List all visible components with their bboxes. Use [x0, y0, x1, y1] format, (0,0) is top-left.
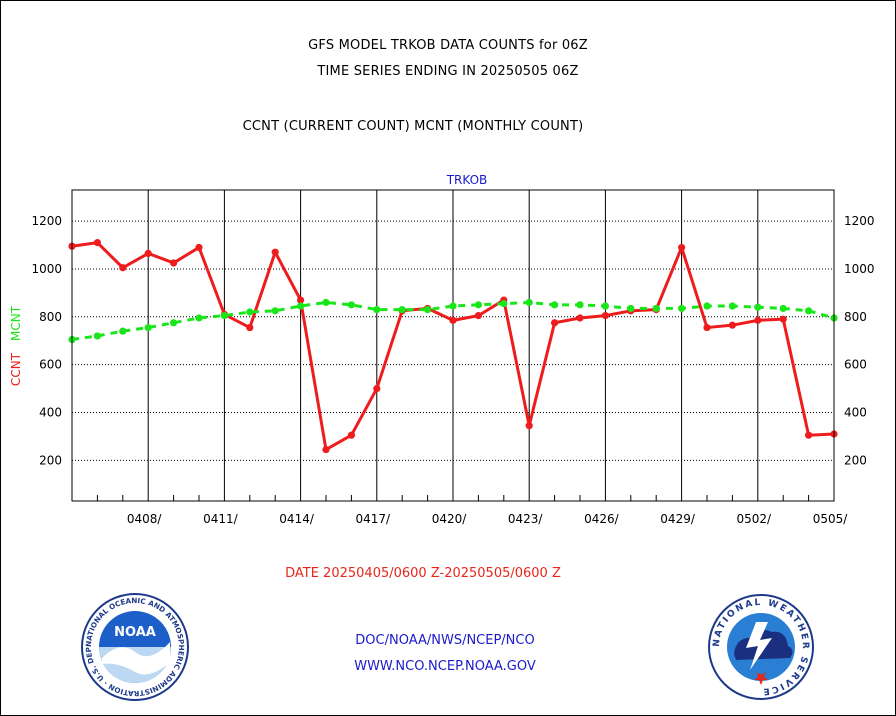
point-ccnt [601, 311, 610, 320]
point-mcnt [551, 301, 559, 309]
x-tick-label: 0423/ [508, 512, 544, 526]
point-ccnt [728, 321, 737, 329]
x-tick-label: 0408/ [127, 512, 163, 526]
plot-title: TRKOB [446, 173, 488, 187]
point-mcnt [525, 298, 533, 307]
y-tick-label-right: 1000 [844, 262, 875, 276]
y-axis-label-ccnt: CCNT [9, 352, 23, 386]
point-mcnt [754, 303, 762, 311]
y-tick-label-left: 800 [39, 310, 62, 324]
y-tick-label-right: 1200 [844, 214, 875, 228]
point-mcnt [93, 332, 101, 340]
axis-ticks [71, 495, 810, 501]
x-tick-label: 0414/ [279, 512, 315, 526]
point-mcnt [627, 304, 635, 313]
point-mcnt [424, 306, 432, 314]
point-ccnt [525, 422, 533, 430]
point-mcnt [576, 301, 584, 309]
point-ccnt [170, 259, 178, 267]
point-ccnt [703, 323, 711, 332]
x-tick-label: 0429/ [660, 512, 696, 526]
point-mcnt [728, 302, 737, 310]
x-tick-label: 0502/ [737, 512, 773, 526]
point-mcnt [678, 304, 686, 313]
point-mcnt [271, 307, 279, 315]
point-mcnt [703, 302, 711, 310]
chart-title-line-3: CCNT (CURRENT COUNT) MCNT (MONTHLY COUNT… [242, 119, 584, 134]
point-mcnt [297, 302, 305, 310]
point-ccnt [246, 323, 254, 332]
point-mcnt [246, 308, 254, 316]
axis-labels: 200 200 400 400 600 600 800 800 1000 1000 1200 1200… [9, 173, 875, 526]
point-mcnt [119, 327, 127, 335]
point-mcnt [347, 301, 355, 309]
point-ccnt [779, 315, 787, 323]
y-tick-label-right: 400 [844, 405, 867, 419]
x-tick-label: 0505/ [813, 512, 849, 526]
y-tick-label-left: 600 [39, 358, 62, 372]
grid-lines [72, 190, 835, 501]
y-tick-label-left: 1000 [31, 262, 62, 276]
chart-title-line-2: TIME SERIES ENDING IN 20250505 06Z [317, 64, 579, 79]
x-tick-label: 0417/ [356, 512, 392, 526]
point-mcnt [500, 300, 508, 308]
y-tick-label-right: 200 [844, 453, 867, 467]
point-mcnt [474, 301, 482, 309]
org-path-text: DOC/NOAA/NWS/NCEP/NCO [355, 633, 535, 648]
point-ccnt [119, 264, 127, 272]
point-ccnt [144, 249, 152, 257]
point-ccnt [449, 316, 457, 324]
point-ccnt [805, 431, 813, 439]
noaa-logo-text: NOAA [114, 625, 156, 640]
plot-border [71, 189, 835, 502]
y-tick-label-right: 800 [844, 310, 867, 324]
point-ccnt [576, 314, 584, 322]
point-ccnt [195, 243, 203, 252]
point-ccnt [754, 316, 762, 324]
point-mcnt [220, 311, 228, 320]
nws-logo: NATIONAL WEATHER SERVICE [708, 594, 814, 700]
point-mcnt [322, 298, 330, 307]
y-tick-label-left: 1200 [31, 214, 62, 228]
point-ccnt [474, 311, 482, 320]
point-ccnt [271, 248, 279, 256]
point-ccnt [373, 384, 381, 393]
point-mcnt [170, 319, 178, 327]
point-ccnt [322, 445, 330, 454]
y-tick-label-left: 200 [39, 453, 62, 467]
point-mcnt [601, 302, 610, 310]
noaa-logo: NATIONAL OCEANIC AND ATMOSPHERIC ADMINIS… [80, 592, 189, 701]
date-range-label: DATE 20250405/0600 Z-20250505/0600 Z [285, 566, 561, 581]
y-axis-label-mcnt: MCNT [9, 305, 23, 341]
x-tick-label: 0411/ [203, 512, 239, 526]
point-ccnt [551, 319, 559, 327]
point-ccnt [297, 296, 305, 304]
point-mcnt [144, 323, 152, 332]
point-mcnt [805, 307, 813, 315]
point-mcnt [195, 314, 203, 322]
website-link[interactable]: WWW.NCO.NCEP.NOAA.GOV [354, 659, 536, 674]
y-axis-label: CCNT MCNT [9, 305, 23, 386]
point-ccnt [93, 239, 101, 247]
x-tick-label: 0420/ [432, 512, 468, 526]
point-mcnt [652, 304, 660, 313]
chart-title-line-1: GFS MODEL TRKOB DATA COUNTS for 06Z [308, 38, 588, 53]
point-mcnt [398, 306, 406, 314]
point-mcnt [373, 306, 381, 314]
point-mcnt [449, 302, 457, 310]
series-lines [68, 239, 838, 454]
point-ccnt [678, 243, 686, 252]
point-mcnt [779, 304, 787, 313]
y-tick-label-left: 400 [39, 405, 62, 419]
point-ccnt [347, 431, 355, 439]
x-tick-label: 0426/ [584, 512, 620, 526]
y-tick-label-right: 600 [844, 358, 867, 372]
